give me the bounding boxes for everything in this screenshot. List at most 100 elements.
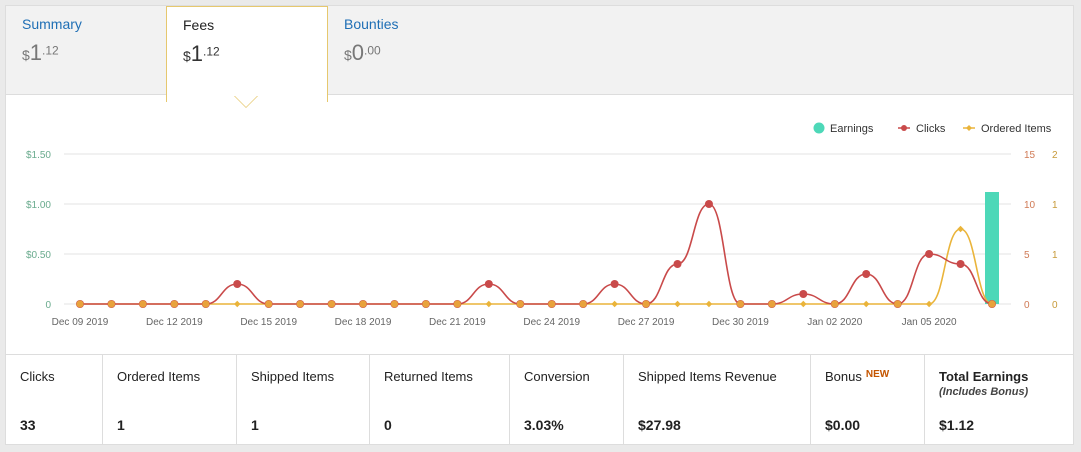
tab-bar: Summary $1.12 Fees $1.12 Bounties $0.00 [6, 6, 1073, 102]
ordered-items-point[interactable] [705, 300, 713, 308]
y-left-tick: $1.00 [26, 200, 51, 211]
chart-grid [64, 153, 1011, 305]
zero-point-marker [202, 300, 210, 308]
stat-total-earnings-value: $1.12 [939, 417, 975, 433]
clicks-point[interactable] [704, 200, 713, 208]
clicks-point[interactable] [799, 290, 808, 298]
y-right-clicks-tick: 0 [1024, 300, 1030, 311]
zero-point-marker [516, 300, 524, 308]
ordered-items-point[interactable] [800, 300, 807, 308]
stat-conversion-label: Conversion [524, 369, 590, 384]
x-tick-label: Dec 24 2019 [523, 317, 580, 328]
stat-bonus-label: Bonus NEW [825, 369, 890, 384]
zero-point-marker [107, 300, 116, 308]
legend-item-clicks[interactable]: Clicks [898, 123, 946, 135]
chart-legend: Earnings Clicks Ordered Items [813, 122, 1052, 136]
ordered-items-point[interactable] [674, 300, 681, 308]
y-right-clicks-tick: 10 [1024, 200, 1036, 211]
legend-swatch [901, 125, 907, 131]
ordered-items-point[interactable] [485, 300, 493, 308]
stat-bonus-value: $0.00 [825, 417, 861, 433]
zero-point-marker [139, 300, 147, 308]
y-left-tick: $1.50 [26, 150, 51, 161]
new-badge: NEW [865, 369, 890, 380]
y-right-items-tick: 1 [1052, 200, 1058, 211]
zero-point-marker [76, 300, 84, 308]
zero-point-marker [579, 300, 587, 308]
y-right-items-tick: 2 [1052, 150, 1058, 161]
clicks-point[interactable] [862, 270, 871, 278]
stat-shipped-items: Shipped Items 1 [237, 355, 370, 445]
stat-returned-items-label: Returned Items [384, 369, 473, 384]
chart-axes: 0 $0.50 $1.00 $1.50 0 5 10 15 0 1 1 2 Dec 09 2019 Dec… [26, 150, 1058, 328]
stat-clicks-value: 33 [20, 417, 36, 433]
clicks-point[interactable] [956, 260, 965, 268]
clicks-point[interactable] [484, 280, 493, 288]
ordered-items-line [79, 228, 993, 305]
legend-swatch [966, 125, 972, 131]
earnings-bars [985, 192, 999, 304]
zero-point-marker [170, 300, 178, 308]
zero-point-marker [642, 300, 650, 308]
legend-label: Earnings [830, 123, 874, 135]
stat-shipped-revenue-label: Shipped Items Revenue [638, 369, 777, 384]
x-tick-label: Dec 30 2019 [712, 317, 769, 328]
earnings-chart: Earnings Clicks Ordered Items 0 $0.50 $1.00 $… [26, 122, 1058, 328]
x-tick-label: Dec 15 2019 [240, 317, 297, 328]
legend-item-earnings[interactable]: Earnings [813, 122, 874, 136]
y-left-tick: 0 [45, 300, 51, 311]
stats-row: Clicks 33 Ordered Items 1 Shipped Items … [6, 354, 1073, 446]
ordered-items-point[interactable] [863, 300, 870, 308]
legend-label: Clicks [916, 123, 946, 135]
tab-fees-amount: $1.12 [183, 41, 220, 66]
legend-label: Ordered Items [981, 123, 1052, 135]
tab-fees[interactable]: Fees $1.12 [166, 6, 328, 102]
tab-fees-label: Fees [183, 17, 215, 33]
ordered-items-point[interactable] [234, 300, 241, 308]
ordered-items-point[interactable] [925, 300, 933, 308]
y-right-items-tick: 1 [1052, 250, 1058, 261]
y-right-clicks-tick: 15 [1024, 150, 1036, 161]
x-tick-label: Jan 02 2020 [807, 317, 862, 328]
stat-shipped-revenue-value: $27.98 [638, 417, 681, 433]
y-right-clicks-tick: 5 [1024, 250, 1030, 261]
zero-point-marker [548, 300, 556, 308]
tab-bounties[interactable]: Bounties $0.00 [328, 6, 528, 95]
stat-clicks: Clicks 33 [6, 355, 103, 445]
tab-bounties-label: Bounties [344, 16, 399, 32]
stat-total-earnings-sublabel: (Includes Bonus) [939, 386, 1029, 398]
zero-point-marker [265, 300, 273, 308]
y-left-tick: $0.50 [26, 250, 51, 261]
zero-point-marker [390, 300, 399, 308]
stat-conversion-value: 3.03% [524, 417, 564, 433]
tab-summary-amount: $1.12 [22, 40, 59, 65]
clicks-point[interactable] [233, 280, 242, 288]
stat-ordered-items: Ordered Items 1 [103, 355, 237, 445]
zero-point-marker [988, 300, 996, 308]
legend-item-ordered-items[interactable]: Ordered Items [963, 123, 1052, 135]
ordered-items-point[interactable] [611, 300, 618, 308]
clicks-point[interactable] [610, 280, 619, 288]
x-tick-label: Jan 05 2020 [902, 317, 957, 328]
stat-conversion: Conversion 3.03% [510, 355, 624, 445]
x-tick-label: Dec 09 2019 [52, 317, 109, 328]
zero-point-marker [736, 300, 745, 308]
earnings-bar[interactable] [985, 192, 999, 304]
stat-shipped-items-value: 1 [251, 417, 259, 433]
stat-shipped-items-label: Shipped Items [251, 369, 335, 384]
chart-points [76, 200, 996, 308]
zero-point-marker [327, 300, 336, 308]
stat-bonus: Bonus NEW $0.00 [811, 355, 925, 445]
clicks-point[interactable] [925, 250, 934, 258]
zero-point-marker [422, 300, 430, 308]
tab-summary[interactable]: Summary $1.12 [6, 6, 166, 95]
clicks-point[interactable] [673, 260, 682, 268]
tab-bounties-amount: $0.00 [344, 40, 381, 65]
x-tick-label: Dec 18 2019 [335, 317, 392, 328]
ordered-items-point[interactable] [957, 225, 964, 233]
zero-point-marker [768, 300, 776, 308]
zero-point-marker [359, 300, 367, 308]
stat-shipped-revenue: Shipped Items Revenue $27.98 [624, 355, 811, 445]
zero-point-marker [894, 300, 902, 308]
stat-returned-items-value: 0 [384, 417, 392, 433]
